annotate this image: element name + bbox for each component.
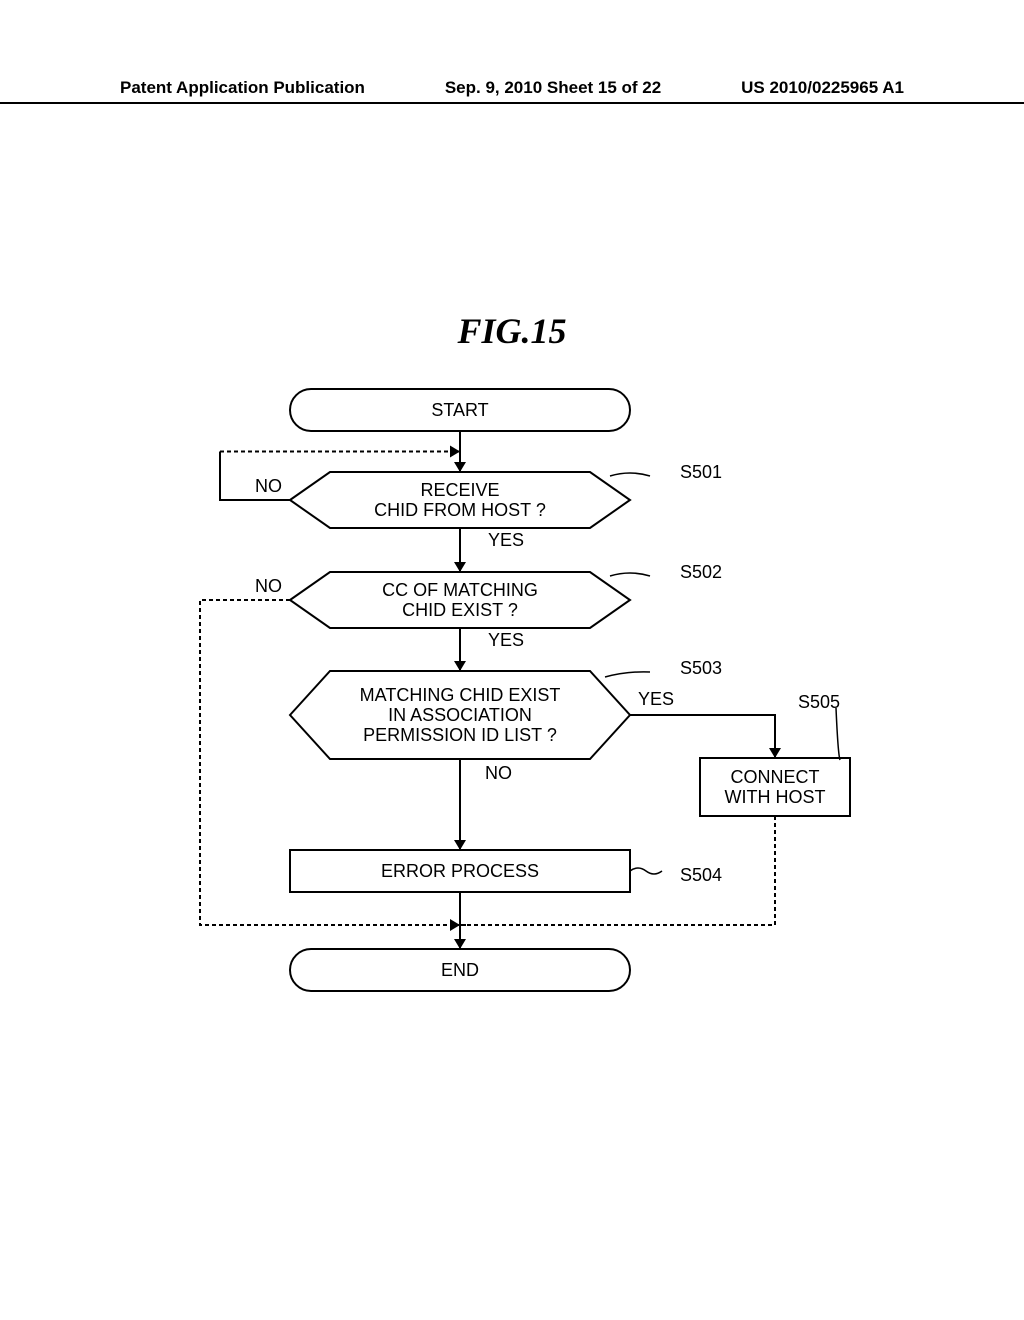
arrowhead	[450, 446, 460, 458]
arrowhead	[454, 661, 466, 671]
start-terminator-label: START	[431, 400, 488, 420]
no-s503: NO	[485, 763, 512, 783]
ref-s501: S501	[680, 462, 722, 482]
end-terminator-label: END	[441, 960, 479, 980]
process-s505-text-1: WITH HOST	[725, 787, 826, 807]
process-s505-text-0: CONNECT	[731, 767, 820, 787]
ref-leader-s504	[630, 868, 662, 874]
arrowhead	[454, 939, 466, 949]
yes-s501: YES	[488, 530, 524, 550]
ref-leader-s502	[610, 573, 650, 576]
yes-s503: YES	[638, 689, 674, 709]
ref-leader-s505	[836, 708, 840, 760]
process-s504-text-0: ERROR PROCESS	[381, 861, 539, 881]
header-left: Patent Application Publication	[120, 78, 365, 98]
ref-s505: S505	[798, 692, 840, 712]
decision-s502-text-0: CC OF MATCHING	[382, 580, 538, 600]
decision-s503-text-1: IN ASSOCIATION	[388, 705, 532, 725]
arrowhead	[769, 748, 781, 758]
header-center: Sep. 9, 2010 Sheet 15 of 22	[445, 78, 661, 98]
ref-s502: S502	[680, 562, 722, 582]
no-s502: NO	[255, 576, 282, 596]
connector	[630, 715, 775, 758]
page: Patent Application Publication Sep. 9, 2…	[0, 0, 1024, 1320]
flowchart: START RECEIVECHID FROM HOST ? S501 YES NO CC …	[140, 380, 880, 1010]
decision-s501-text-1: CHID FROM HOST ?	[374, 500, 546, 520]
decision-s501-text-0: RECEIVE	[420, 480, 499, 500]
ref-leader-s501	[610, 473, 650, 476]
arrowhead	[454, 462, 466, 472]
yes-s502: YES	[488, 630, 524, 650]
figure-title: FIG.15	[0, 310, 1024, 352]
decision-s503-text-2: PERMISSION ID LIST ?	[363, 725, 557, 745]
page-header: Patent Application Publication Sep. 9, 2…	[0, 78, 1024, 104]
ref-leader-s503	[605, 672, 650, 677]
no-s501: NO	[255, 476, 282, 496]
arrowhead	[454, 840, 466, 850]
decision-s502-text-1: CHID EXIST ?	[402, 600, 518, 620]
header-right: US 2010/0225965 A1	[741, 78, 904, 98]
ref-s503: S503	[680, 658, 722, 678]
decision-s503-text-0: MATCHING CHID EXIST	[360, 685, 561, 705]
arrowhead	[454, 562, 466, 572]
ref-s504: S504	[680, 865, 722, 885]
